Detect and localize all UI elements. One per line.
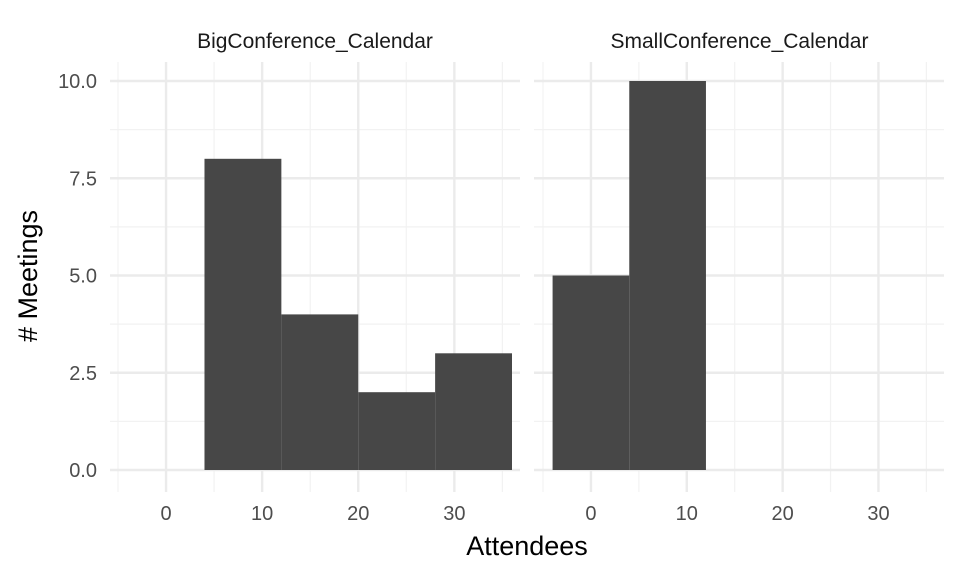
x-axis-title: Attendees bbox=[466, 531, 588, 561]
x-tick-label: 10 bbox=[251, 503, 273, 525]
y-tick-label: 0.0 bbox=[69, 460, 97, 482]
y-tick-label: 2.5 bbox=[69, 363, 97, 385]
y-axis-title: # Meetings bbox=[13, 210, 43, 342]
histogram-bar bbox=[358, 392, 436, 470]
y-tick-label: 5.0 bbox=[69, 266, 97, 288]
x-tick-label: 30 bbox=[867, 503, 889, 525]
histogram-bar bbox=[552, 275, 630, 470]
x-tick-label: 10 bbox=[676, 503, 698, 525]
x-tick-label: 20 bbox=[347, 503, 369, 525]
facet-title: BigConference_Calendar bbox=[197, 30, 433, 53]
facet-title: SmallConference_Calendar bbox=[611, 30, 869, 53]
histogram-bar bbox=[281, 314, 359, 470]
histogram-bar bbox=[629, 81, 706, 470]
x-tick-label: 30 bbox=[443, 503, 465, 525]
facet-panel-2: SmallConference_Calendar 0 10 20 30 bbox=[534, 30, 944, 525]
y-tick-label: 7.5 bbox=[69, 168, 97, 190]
histogram-bar bbox=[204, 158, 282, 471]
y-tick-label: 10.0 bbox=[58, 71, 97, 93]
x-tick-label: 0 bbox=[160, 503, 171, 525]
facet-panels: BigConference_Calendar 0 10 20 30 0.0 2.5 5.0 7.… bbox=[58, 30, 944, 525]
x-tick-label: 0 bbox=[585, 503, 596, 525]
histogram-bar bbox=[435, 353, 512, 470]
facet-panel-1: BigConference_Calendar 0 10 20 30 0.0 2.5 5.0 7.… bbox=[58, 30, 520, 525]
x-tick-label: 20 bbox=[772, 503, 794, 525]
